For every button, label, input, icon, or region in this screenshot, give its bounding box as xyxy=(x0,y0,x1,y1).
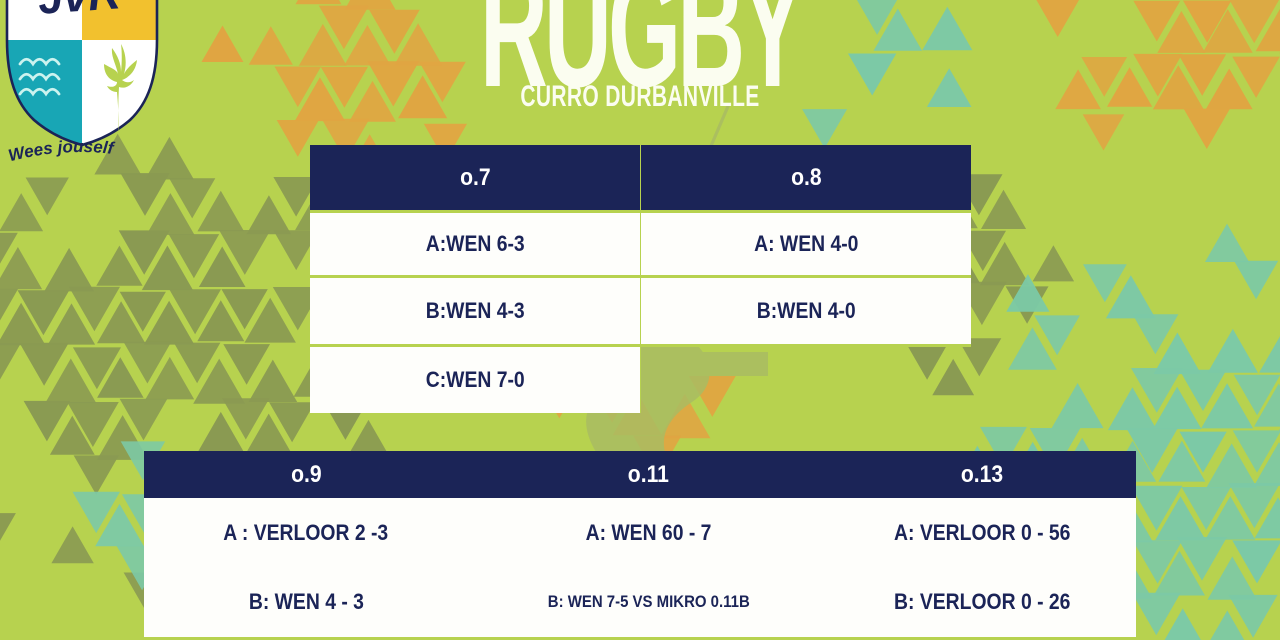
svg-text:Wees jouself: Wees jouself xyxy=(6,140,116,165)
